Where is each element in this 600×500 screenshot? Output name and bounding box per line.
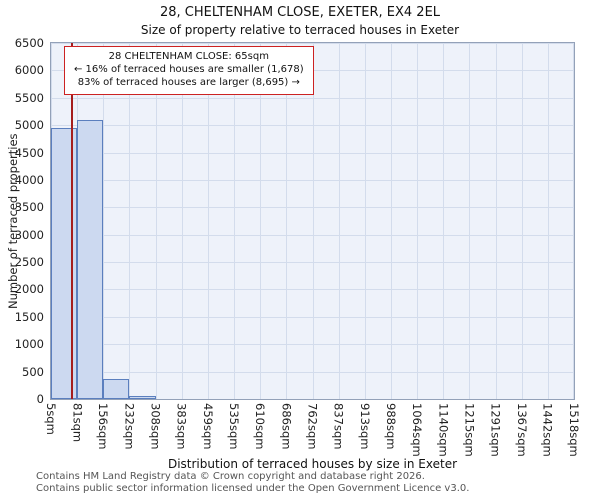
x-gridline: [129, 43, 131, 399]
x-gridline: [155, 43, 157, 399]
x-gridline: [312, 43, 314, 399]
y-tick-label: 500: [22, 364, 44, 379]
y-tick-label: 2500: [14, 255, 44, 270]
x-gridline: [573, 43, 574, 399]
y-tick-label: 4500: [14, 145, 44, 160]
x-tick-label: 5sqm: [44, 403, 58, 435]
x-tick-label: 1064sqm: [410, 403, 425, 457]
x-tick-label: 535sqm: [227, 403, 242, 450]
x-gridline: [260, 43, 262, 399]
x-gridline: [364, 43, 366, 399]
x-tick-label: 913sqm: [357, 403, 372, 450]
y-gridline: [51, 97, 574, 99]
x-tick-label: 1442sqm: [540, 403, 555, 457]
x-tick-label: 1367sqm: [514, 403, 529, 457]
histogram-bar: [129, 395, 156, 399]
histogram-bar: [77, 119, 104, 399]
footer: Contains HM Land Registry data © Crown c…: [36, 471, 469, 494]
x-axis-label: Distribution of terraced houses by size …: [167, 457, 458, 471]
x-tick-label: 1518sqm: [567, 403, 581, 457]
y-gridline: [51, 207, 574, 209]
x-tick-label: 1215sqm: [462, 403, 477, 457]
x-gridline: [234, 43, 236, 399]
annotation-smaller-stat: ← 16% of terraced houses are smaller (1,…: [74, 64, 304, 76]
x-tick-label: 308sqm: [148, 403, 163, 450]
x-tick-label: 988sqm: [383, 403, 398, 450]
x-gridline: [207, 43, 209, 399]
y-tick-label: 0: [36, 392, 44, 406]
x-tick-label: 383sqm: [174, 403, 189, 450]
x-gridline: [547, 43, 549, 399]
y-gridline: [51, 316, 574, 318]
y-gridline: [51, 125, 574, 127]
y-gridline: [51, 371, 574, 373]
x-gridline: [521, 43, 523, 399]
x-gridline: [495, 43, 497, 399]
x-tick-label: 156sqm: [96, 403, 111, 450]
y-gridline: [51, 344, 574, 346]
y-tick-label: 1500: [14, 309, 44, 324]
plot-area: [50, 42, 575, 400]
x-tick-label: 81sqm: [70, 403, 85, 443]
y-tick-label: 5000: [14, 118, 44, 133]
y-gridline: [51, 234, 574, 236]
x-tick-label: 1291sqm: [488, 403, 503, 457]
x-gridline: [469, 43, 471, 399]
x-gridline: [443, 43, 445, 399]
property-size-marker-line: [70, 43, 73, 399]
chart-subtitle: Size of property relative to terraced ho…: [140, 23, 460, 37]
x-tick-label: 837sqm: [331, 403, 346, 450]
y-gridline: [51, 262, 574, 264]
footer-open-government-licence: Contains public sector information licen…: [36, 482, 470, 494]
y-gridline: [51, 43, 574, 44]
x-tick-label: 610sqm: [253, 403, 268, 450]
x-tick-label: 1140sqm: [436, 403, 451, 457]
y-tick-label: 6500: [14, 36, 44, 50]
x-gridline: [417, 43, 419, 399]
y-tick-label: 5500: [14, 90, 44, 105]
y-tick-label: 6000: [14, 63, 44, 78]
x-tick-label: 686sqm: [279, 403, 294, 450]
x-tick-label: 232sqm: [122, 403, 137, 450]
x-gridline: [338, 43, 340, 399]
x-tick-label: 459sqm: [200, 403, 215, 450]
y-gridline: [51, 289, 574, 291]
annotation-larger-stat: 83% of terraced houses are larger (8,695…: [77, 77, 300, 89]
annotation-box: 28 CHELTENHAM CLOSE: 65sqm ← 16% of terr…: [64, 46, 314, 95]
y-gridline: [51, 152, 574, 154]
y-tick-label: 4000: [14, 172, 44, 187]
y-tick-label: 3000: [14, 227, 44, 242]
x-gridline: [103, 43, 105, 399]
y-tick-label: 2000: [14, 282, 44, 297]
y-tick-label: 1000: [14, 337, 44, 352]
footer-hm-land-registry: Contains HM Land Registry data © Crown c…: [36, 471, 425, 482]
y-gridline: [51, 179, 574, 181]
chart-title: 28, CHELTENHAM CLOSE, EXETER, EX4 2EL: [159, 5, 441, 20]
x-tick-label: 762sqm: [305, 403, 320, 450]
x-gridline: [390, 43, 392, 399]
histogram-bar: [51, 127, 78, 399]
histogram-bar: [103, 378, 130, 399]
x-gridline: [181, 43, 183, 399]
y-tick-label: 3500: [14, 200, 44, 215]
annotation-property-size: 28 CHELTENHAM CLOSE: 65sqm: [108, 51, 269, 62]
x-gridline: [286, 43, 288, 399]
